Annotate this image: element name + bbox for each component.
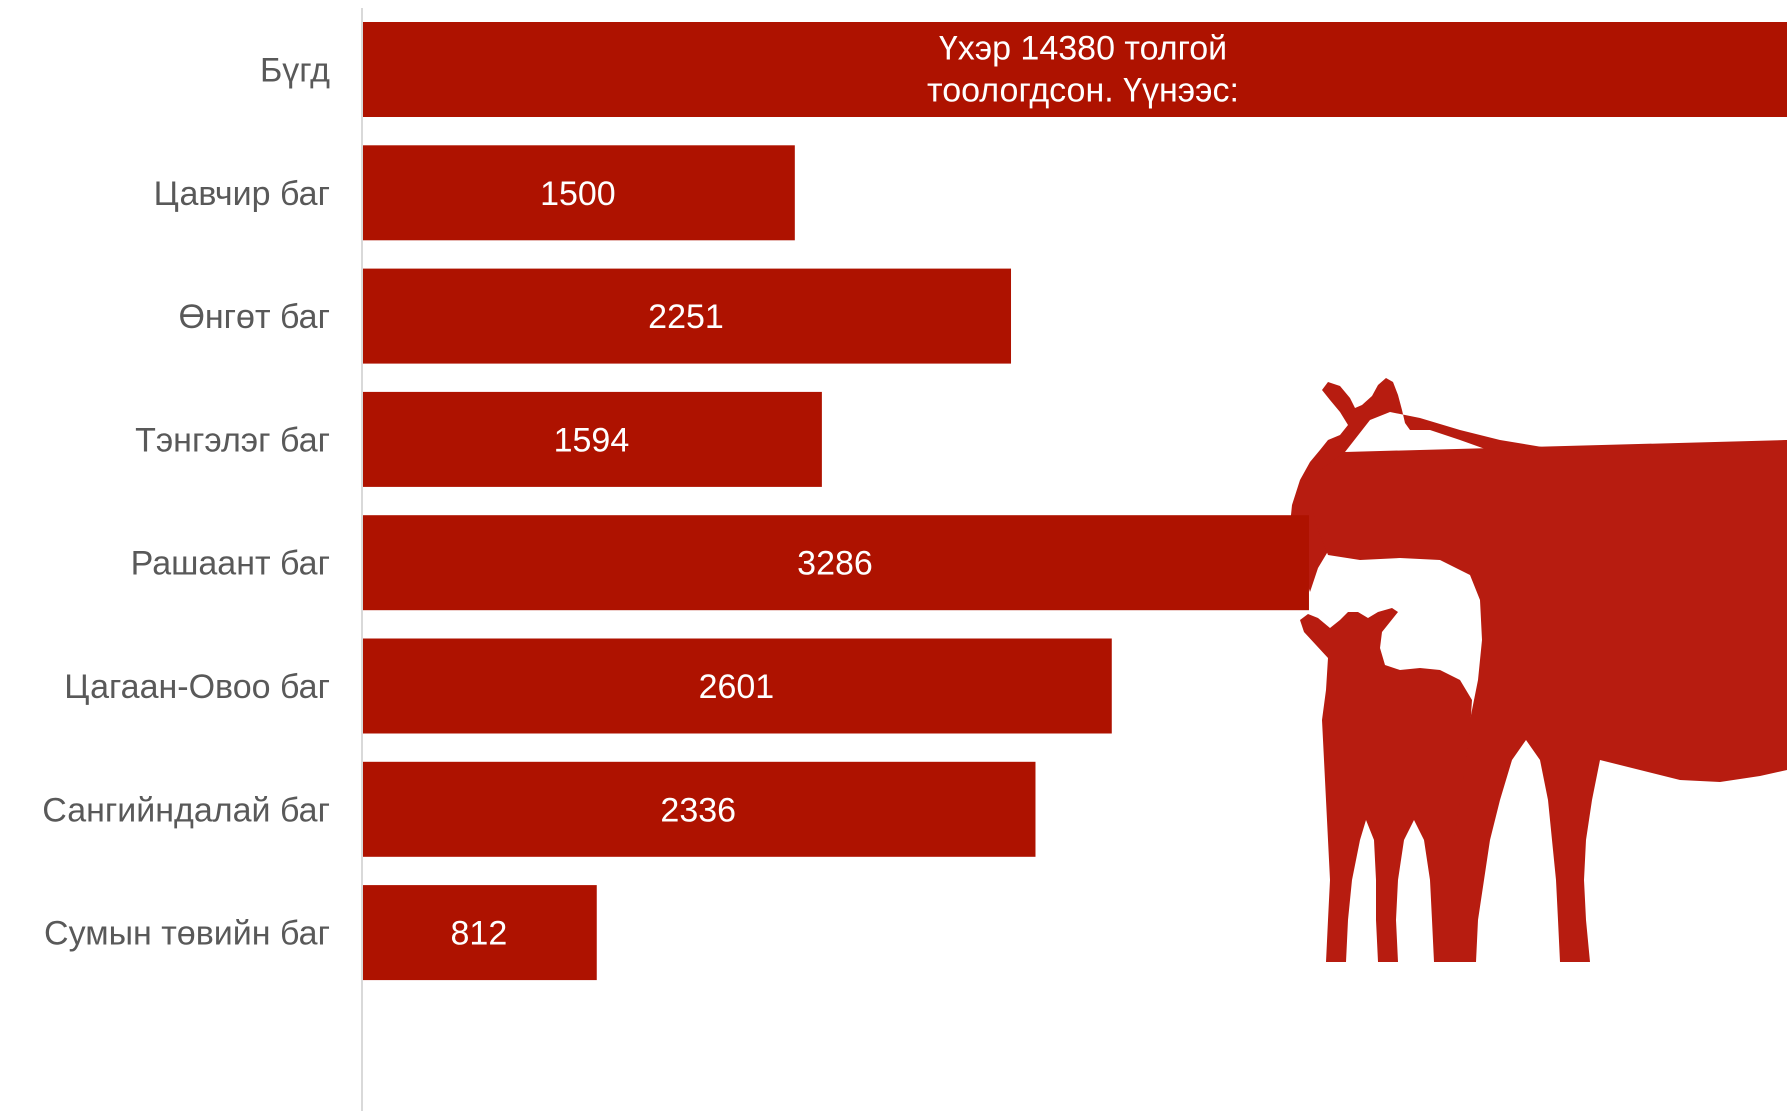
data-label: 2336 (660, 791, 736, 829)
category-label: Цагаан-Овоо баг (64, 668, 330, 706)
data-label: 1500 (540, 175, 616, 213)
bar (363, 391, 822, 487)
bar (363, 145, 795, 241)
category-label: Цавчир баг (154, 175, 330, 213)
bar (363, 761, 1036, 857)
bar (363, 638, 1112, 734)
category-label: Тэнгэлэг баг (135, 421, 330, 459)
cow-and-calf-silhouette (1290, 378, 1787, 962)
data-label: 2251 (648, 298, 724, 336)
data-label: 3286 (797, 545, 873, 583)
data-label: 812 (451, 915, 508, 953)
bar (363, 885, 597, 981)
bar (363, 268, 1012, 364)
data-label: 2601 (699, 668, 775, 706)
category-label: Сумын төвийн баг (44, 915, 330, 953)
category-label: Рашаант баг (131, 545, 330, 583)
plot-area: Бүгд Үхэр 14380 толгой тоологдсон. Үүнээс:… (42, 8, 1787, 1111)
data-label: 1594 (554, 421, 630, 459)
total-label-line: тоологдсон. Үүнээс: (927, 72, 1239, 110)
category-label: Бүгд (260, 52, 330, 90)
category-label: Өнгөт баг (178, 298, 330, 336)
category-label: Сангийндалай баг (42, 791, 330, 829)
bar-total (363, 22, 1787, 117)
bar (363, 515, 1309, 611)
total-label-line: Үхэр 14380 толгой (939, 30, 1227, 68)
